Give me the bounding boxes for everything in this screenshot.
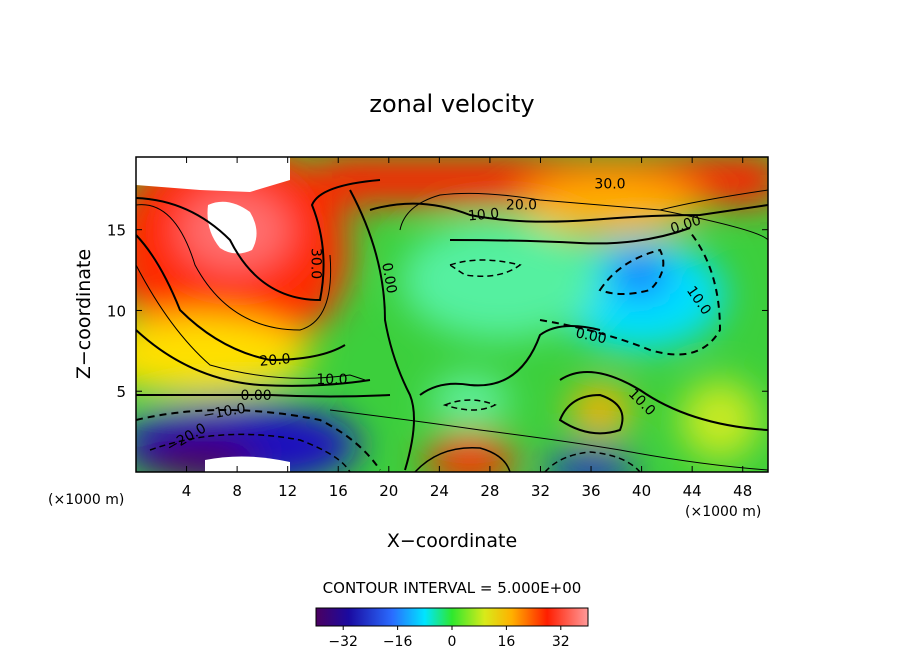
x-axis-label: X−coordinate [387,530,517,552]
x-tick-label: 48 [733,482,752,500]
colorbar-tick-label: −32 [328,634,358,650]
contour-label: 30.0 [307,248,323,279]
x-unit-right: (×1000 m) [685,504,761,520]
contour-label: 0.00 [378,261,399,294]
contour-label: 30.0 [594,176,625,192]
y-tick-label: 5 [116,383,126,401]
contour-label: 20.0 [259,351,291,370]
contour-label: 0.00 [240,388,271,404]
colorbar-ticks: −32 −16 0 16 32 [328,626,570,650]
x-tick-label: 12 [278,482,297,500]
contour-label: 20.0 [506,197,537,213]
colorbar-tick-label: 0 [448,634,457,650]
contour-label: −10.0 [202,401,247,424]
y-tick-label: 15 [107,222,126,240]
x-axis: 4 8 12 16 20 24 28 32 36 40 44 48 [182,157,752,500]
contour-label: 10.0 [467,206,499,225]
colorbar-tick-label: 32 [552,634,570,650]
x-tick-label: 40 [632,482,651,500]
x-tick-label: 44 [683,482,702,500]
x-tick-label: 36 [581,482,600,500]
colorbar-gradient [315,607,589,627]
x-tick-label: 24 [430,482,449,500]
x-tick-label: 20 [379,482,398,500]
colorbar-tick-label: −16 [383,634,413,650]
contour-label: 10.0 [316,372,347,388]
x-unit-left: (×1000 m) [48,492,124,508]
x-tick-label: 32 [531,482,550,500]
color-field [136,157,768,472]
x-tick-label: 8 [232,482,242,500]
y-tick-label: 10 [107,302,126,320]
x-tick-label: 16 [329,482,348,500]
contour-lines [136,179,768,472]
plot-frame [135,156,769,473]
contour-interval-note: CONTOUR INTERVAL = 5.000E+00 [323,579,582,597]
y-axis-label: Z−coordinate [73,249,95,379]
contour-label: 0.00 [574,325,608,347]
colorbar-tick-label: 16 [497,634,515,650]
colorbar: −32 −16 0 16 32 [315,607,589,650]
x-tick-label: 28 [480,482,499,500]
x-tick-label: 4 [182,482,192,500]
y-axis: 5 10 15 [107,222,768,401]
chart-title: zonal velocity [369,90,534,118]
